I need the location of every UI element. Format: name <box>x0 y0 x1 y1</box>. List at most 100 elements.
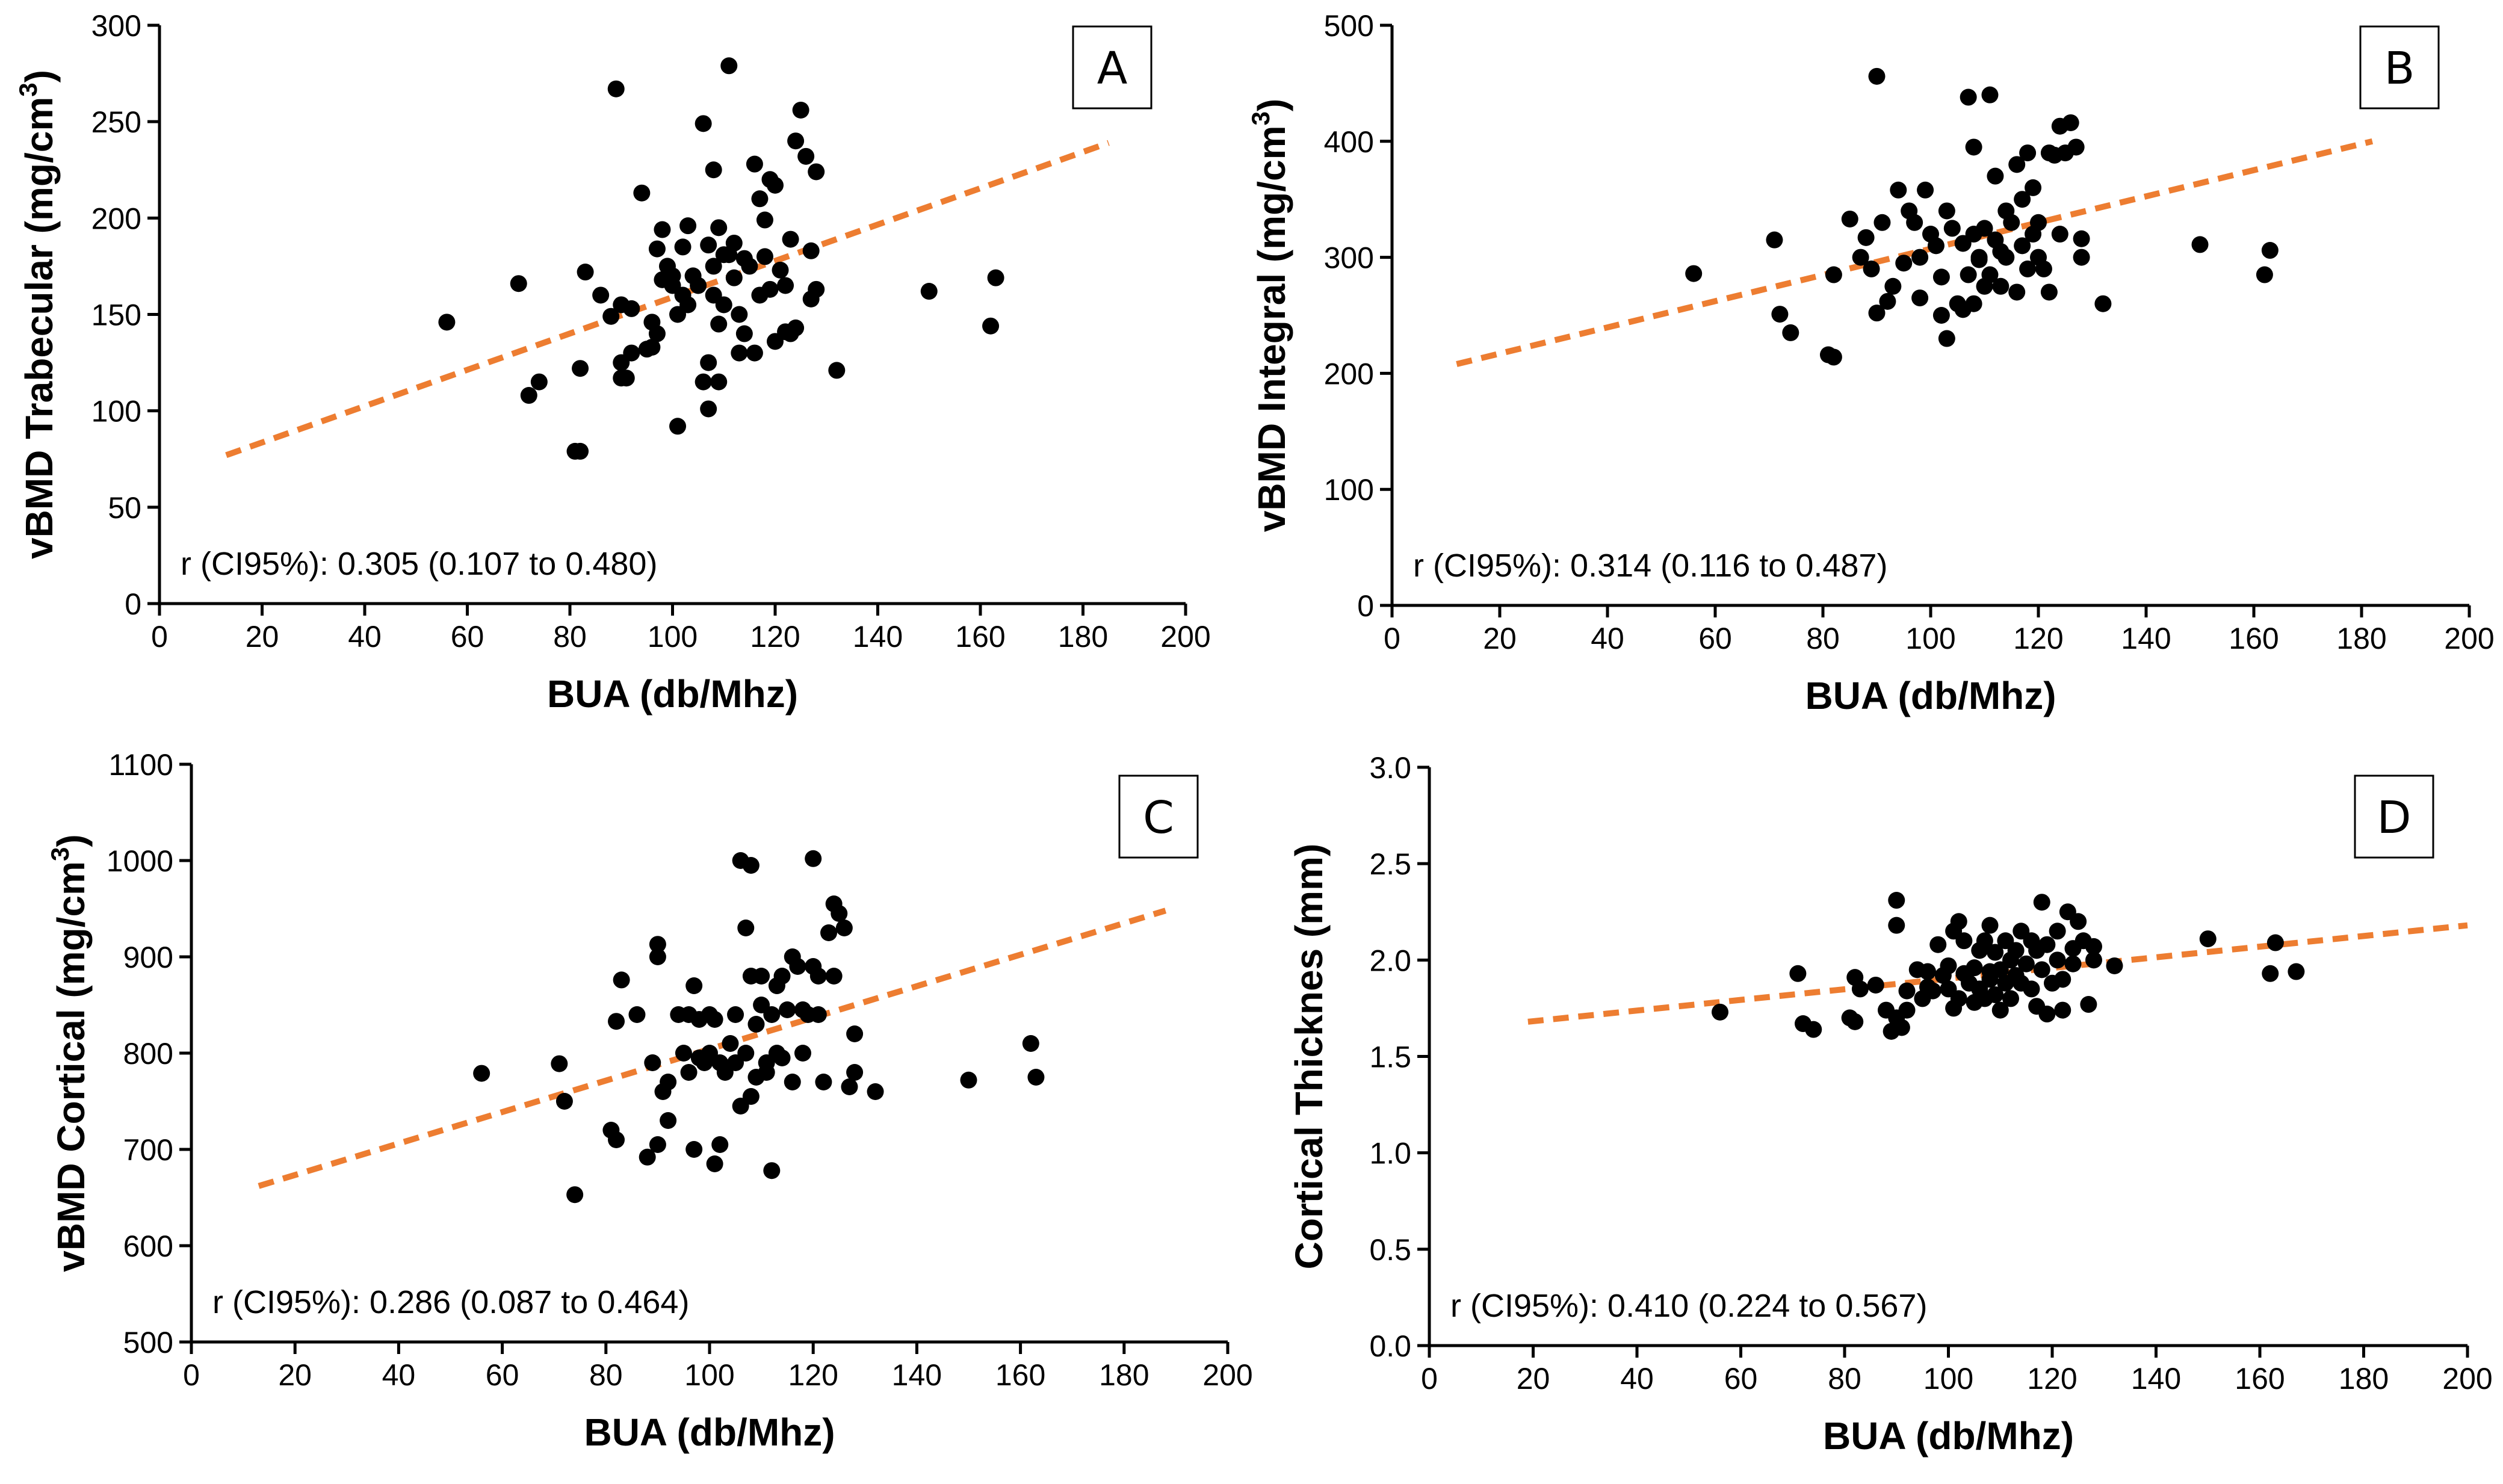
panel-a-data-point <box>438 314 456 331</box>
panel-d-data-point <box>2199 930 2217 948</box>
panel-c-y-tick-label: 900 <box>123 941 173 974</box>
panel-b-x-tick-label: 160 <box>2229 622 2279 655</box>
panel-a-data-point <box>808 280 825 298</box>
panel-a-y-tick-label: 300 <box>91 9 141 43</box>
panel-a-data-point <box>710 219 728 237</box>
panel-d-data-point <box>1867 976 1884 994</box>
panel-c-x-tick-label: 20 <box>278 1358 312 1392</box>
panel-c-data-point <box>835 920 853 936</box>
panel-a-data-point <box>572 442 589 460</box>
panel-d-y-axis-title-main: Cortical Thicknes (mm) <box>1287 844 1331 1270</box>
panel-b-x-tick-label: 0 <box>1384 622 1400 655</box>
panel-a-x-tick-label: 120 <box>750 620 800 654</box>
panel-a-data-point <box>617 369 635 387</box>
panel-a-data-point <box>710 315 728 333</box>
panel-b-data-point <box>1932 307 1950 324</box>
panel-c-data-point <box>649 948 666 965</box>
panel-d-y-axis-title: Cortical Thicknes (mm) <box>1287 844 1331 1270</box>
panel-d-data-point <box>1924 982 1941 1000</box>
panel-a-data-point <box>746 155 763 173</box>
panel-d-data-point <box>2002 990 2019 1007</box>
panel-a-data-point <box>705 161 722 179</box>
panel-b-data-point <box>1992 277 2010 295</box>
panel-b-y-tick-label: 400 <box>1324 125 1374 159</box>
panel-b-trend-line <box>1456 138 2374 367</box>
panel-d-x-tick-label: 140 <box>2131 1362 2181 1396</box>
panel-b-data-point <box>1965 138 1982 156</box>
panel-c-data-point <box>805 850 822 867</box>
panel-d-data-point <box>2288 963 2305 980</box>
panel-c-y-axis-title: vBMD Cortical (mg/cm3) <box>46 834 93 1272</box>
panel-a-x-tick-label: 100 <box>648 620 698 654</box>
panel-b-data-point <box>1766 231 1783 249</box>
panel-d-data-point <box>2080 996 2097 1013</box>
panel-d-correlation-annotation: r (CI95%): 0.410 (0.224 to 0.567) <box>1450 1288 1927 1324</box>
panel-d-data-point <box>2049 923 2066 940</box>
panel-c-data-point <box>809 968 827 985</box>
panel-a-data-point <box>797 147 815 165</box>
panel-b-x-tick-label: 40 <box>1591 622 1624 655</box>
panel-b-data-point <box>2040 283 2058 301</box>
panel-c-data-point <box>473 1065 490 1082</box>
panel-d-data-point <box>2064 955 2082 972</box>
panel-c-data-point <box>773 968 791 985</box>
panel-d-x-tick-label: 40 <box>1620 1362 1654 1396</box>
panel-a-data-point <box>679 217 697 235</box>
panel-d-data-point <box>1898 982 1916 1000</box>
panel-b-y-tick-label: 200 <box>1324 357 1374 391</box>
panel-d-data-point <box>1966 959 1983 977</box>
panel-a-y-axis-title-close: ) <box>17 70 61 82</box>
panel-b-data-point <box>2191 236 2209 253</box>
panel-c-data-point <box>613 971 630 989</box>
panel-b-data-point <box>1965 295 1982 312</box>
panel-a-y-tick-label: 200 <box>91 202 141 235</box>
panel-b-x-tick-label: 200 <box>2444 622 2494 655</box>
panel-c-data-point <box>773 1050 791 1066</box>
panel-a-x-tick-label: 180 <box>1058 620 1108 654</box>
panel-b-data-point <box>2094 295 2112 312</box>
panel-b-data-point <box>1868 67 1886 85</box>
panel-d-data-point <box>2038 936 2056 953</box>
panel-b-data-point <box>1917 181 1934 199</box>
panel-d-data-point <box>1950 913 1967 930</box>
panel-d-data-point <box>1991 1001 2009 1019</box>
panel-c-data-point <box>727 1006 744 1023</box>
panel-a-x-tick-label: 60 <box>451 620 484 654</box>
panel-c-data-point <box>680 1064 698 1081</box>
panel-d-data-point <box>2266 934 2284 951</box>
panel-d-data-point <box>1888 892 1905 909</box>
panel-d-data-point <box>1987 944 2004 961</box>
panel-d-x-tick-label: 100 <box>1923 1362 1973 1396</box>
panel-a-data-point <box>761 280 779 298</box>
panel-b: 0 20 40 60 80 100 120 140 160 180 200 0 100 200 300 400… <box>1246 9 2495 717</box>
panel-c-data-point <box>737 1045 755 1062</box>
panel-c-x-tick-label: 200 <box>1202 1358 1252 1392</box>
panel-b-correlation-annotation: r (CI95%): 0.314 (0.116 to 0.487) <box>1413 548 1887 584</box>
panel-a-data-point <box>654 221 671 238</box>
panel-d-data-point <box>1898 1001 1916 1019</box>
panel-c-y-tick-label: 800 <box>123 1037 173 1071</box>
panel-b-data-point <box>2008 156 2026 173</box>
panel-b-data-point <box>1938 330 1955 347</box>
panel-d-x-tick-label: 180 <box>2339 1362 2389 1396</box>
panel-b-data-point <box>1927 237 1945 255</box>
panel-c-correlation-annotation: r (CI95%): 0.286 (0.087 to 0.464) <box>212 1284 689 1320</box>
panel-b-data-point <box>1852 249 1869 266</box>
panel-c-y-axis-title-close: ) <box>49 834 93 847</box>
panel-d-data-point <box>2085 951 2102 969</box>
panel-d-data-point <box>1976 932 1993 950</box>
panel-d-data-point <box>1919 963 1936 980</box>
panel-b-data-point <box>1960 266 1977 283</box>
panel-d-data-point <box>1987 986 2004 1003</box>
panel-b-data-point <box>1884 277 1902 295</box>
panel-a-data-point <box>607 80 625 97</box>
panel-a-data-point <box>802 242 820 259</box>
panel-b-data-point <box>2256 266 2273 283</box>
panel-b-data-point <box>1825 348 1842 366</box>
panel-c-data-point <box>753 968 770 985</box>
panel-c-x-tick-label: 60 <box>486 1358 519 1392</box>
panel-c-data-point <box>675 1045 692 1062</box>
panel-d-data-point <box>2106 957 2123 974</box>
panel-c-data-point <box>820 924 838 941</box>
panel-b-data-point <box>1873 214 1891 231</box>
